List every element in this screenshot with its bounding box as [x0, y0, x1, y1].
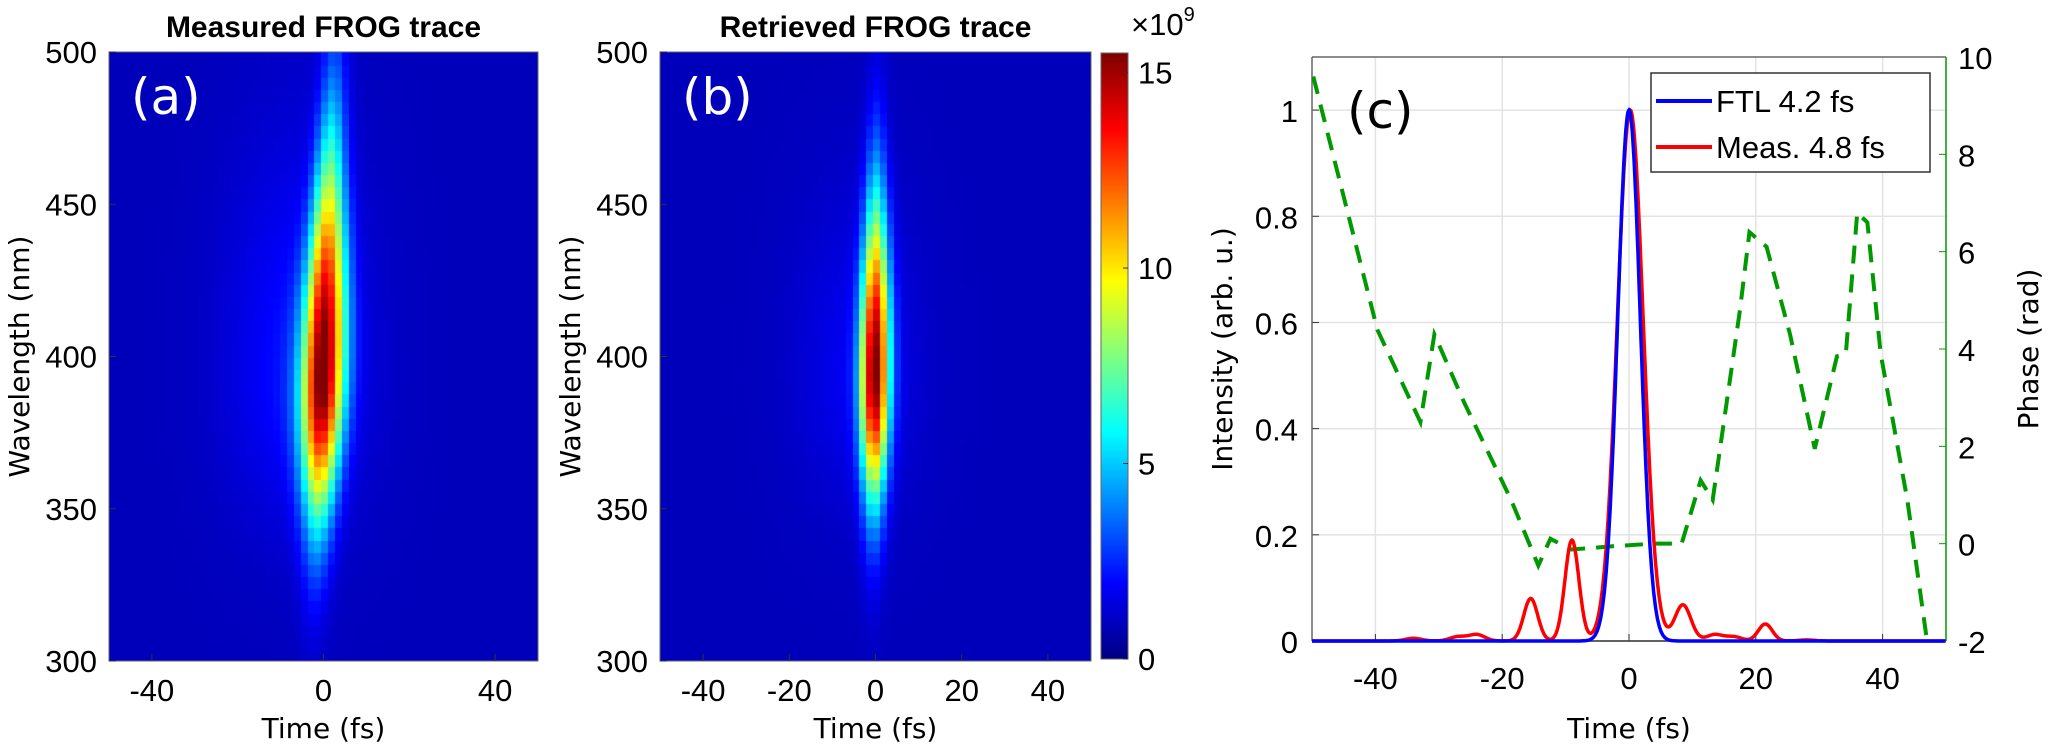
x-tick-label: 0: [867, 673, 884, 708]
colorbar-tick-label: 0: [1138, 642, 1155, 677]
colorbar-tick-label: 15: [1138, 56, 1172, 91]
y-tick-label: 400: [596, 340, 648, 375]
y2-tick-label: 10: [1958, 41, 1992, 76]
x-tick-label: -40: [681, 673, 726, 708]
x-axis-label: Time (fs): [1566, 712, 1691, 745]
y-tick-label: 500: [45, 35, 97, 70]
y2-tick-label: -2: [1958, 625, 1986, 660]
x-tick-label: -40: [129, 673, 174, 708]
y-tick-label: 300: [596, 644, 648, 679]
y-tick-label: 0.4: [1255, 413, 1298, 448]
plot-title: Retrieved FROG trace: [720, 11, 1032, 44]
axes-box: [659, 51, 1092, 662]
panel-label: (b): [682, 68, 753, 126]
y-axis-label: Wavelength (nm): [3, 236, 36, 478]
colorbar-tick-label: 10: [1138, 251, 1172, 286]
legend: FTL 4.2 fs Meas. 4.8 fs: [1650, 72, 1931, 173]
y-axis-label: Intensity (arb. u.): [1206, 227, 1239, 471]
y-tick-label: 0.2: [1255, 519, 1298, 554]
y2-tick-label: 8: [1958, 138, 1975, 173]
y-axis-label: Wavelength (nm): [554, 236, 587, 478]
ftl-intensity-line: [1312, 107, 1946, 643]
heatmap-retrieved: [660, 52, 1091, 661]
x-tick-label: 20: [1739, 661, 1773, 696]
y-tick-label: 350: [45, 492, 97, 527]
y2-tick-label: 6: [1958, 236, 1975, 271]
y-tick-label: 450: [45, 187, 97, 222]
legend-box: [1650, 72, 1931, 173]
plot-title: Measured FROG trace: [166, 11, 481, 44]
axes-box: [108, 51, 539, 662]
colorbar-tick-label: 5: [1138, 447, 1155, 482]
x-axis-label: Time (fs): [813, 712, 938, 745]
x-tick-label: -20: [767, 673, 812, 708]
x-tick-label: 40: [1031, 673, 1065, 708]
exponent-power: 9: [1184, 4, 1195, 26]
y-tick-label: 0.6: [1255, 306, 1298, 341]
legend-entry: Meas. 4.8 fs: [1716, 130, 1885, 165]
x-tick-label: 0: [315, 673, 332, 708]
y2-axis-label: Phase (rad): [2012, 269, 2045, 430]
x-tick-label: 0: [1620, 661, 1637, 696]
x-tick-label: -40: [1353, 661, 1398, 696]
y-tick-label: 350: [596, 492, 648, 527]
heatmap-measured: [109, 52, 538, 661]
y-tick-label: 300: [45, 644, 97, 679]
y-tick-label: 400: [45, 340, 97, 375]
panel-label: (a): [131, 68, 201, 126]
y-tick-label: 1: [1281, 94, 1298, 129]
colorbar-box: [1100, 52, 1129, 660]
x-axis-label: Time (fs): [261, 712, 386, 745]
legend-entry: FTL 4.2 fs: [1716, 84, 1854, 119]
y-tick-label: 0.8: [1255, 200, 1298, 235]
y2-tick-label: 0: [1958, 528, 1975, 563]
panel-label: (c): [1347, 82, 1414, 140]
y-tick-label: 0: [1281, 625, 1298, 660]
y-tick-label: 450: [596, 187, 648, 222]
y-tick-label: 500: [596, 35, 648, 70]
colorbar: [1101, 53, 1128, 659]
exponent-base: ×10: [1131, 7, 1184, 42]
x-tick-label: -20: [1480, 661, 1525, 696]
x-tick-label: 40: [1865, 661, 1899, 696]
x-tick-label: 20: [944, 673, 978, 708]
y2-tick-label: 2: [1958, 430, 1975, 465]
x-tick-label: 40: [478, 673, 512, 708]
colorbar-exponent: ×109: [1131, 4, 1195, 42]
y2-tick-label: 4: [1958, 333, 1975, 368]
